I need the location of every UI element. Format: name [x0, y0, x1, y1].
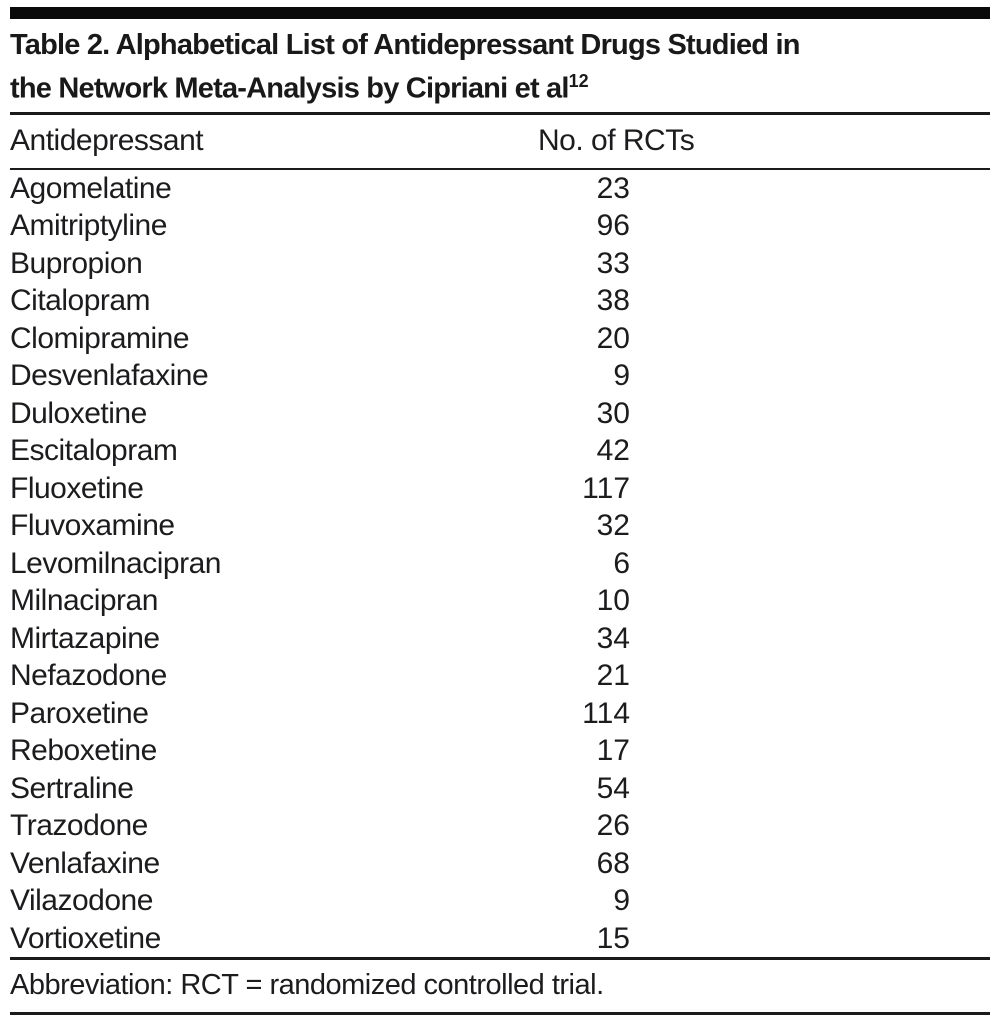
- table-row: Citalopram 38: [10, 282, 990, 320]
- table-row: Desvenlafaxine 9: [10, 357, 990, 395]
- table-title-line2: the Network Meta-Analysis by Cipriani et…: [10, 63, 990, 107]
- drug-name-cell: Sertraline: [10, 771, 134, 805]
- rct-count-cell: 117: [582, 471, 630, 505]
- drug-name-cell: Clomipramine: [10, 321, 190, 355]
- row-filler: [630, 507, 990, 545]
- drug-name-cell: Paroxetine: [10, 696, 149, 730]
- row-filler: [630, 732, 990, 770]
- rct-count-cell: 34: [596, 621, 630, 655]
- row-filler: [630, 545, 990, 583]
- row-filler: [630, 357, 990, 395]
- table-row: Clomipramine 20: [10, 320, 990, 358]
- drug-name-cell: Mirtazapine: [10, 621, 160, 655]
- column-header-no-of-rcts: No. of RCTs: [538, 123, 695, 157]
- row-filler: [630, 657, 990, 695]
- rct-count-cell: 9: [613, 359, 630, 393]
- drug-name-cell: Escitalopram: [10, 434, 178, 468]
- table-row: Levomilnacipran 6: [10, 545, 990, 583]
- drug-name-cell: Venlafaxine: [10, 846, 160, 880]
- row-filler: [630, 882, 990, 920]
- abbreviation-footnote: Abbreviation: RCT = randomized controlle…: [10, 969, 604, 1002]
- rct-count-cell: 6: [613, 546, 630, 580]
- table-row: Sertraline 54: [10, 770, 990, 808]
- table-row: Duloxetine 30: [10, 395, 990, 433]
- drug-name-cell: Vilazodone: [10, 884, 153, 918]
- table-title-line1: Table 2. Alphabetical List of Antidepres…: [10, 29, 800, 61]
- table-row: Milnacipran 10: [10, 582, 990, 620]
- rct-count-cell: 9: [613, 884, 630, 918]
- row-filler: [630, 245, 990, 283]
- drug-name-cell: Agomelatine: [10, 171, 172, 205]
- rct-count-cell: 21: [596, 659, 630, 693]
- row-filler: [630, 845, 990, 883]
- table-row: Mirtazapine 34: [10, 620, 990, 658]
- drug-name-cell: Desvenlafaxine: [10, 359, 209, 393]
- drug-name-cell: Bupropion: [10, 246, 143, 280]
- rct-count-cell: 54: [596, 771, 630, 805]
- table-row: Reboxetine 17: [10, 732, 990, 770]
- row-filler: [630, 807, 990, 845]
- drug-name-cell: Fluoxetine: [10, 471, 144, 505]
- drug-name-cell: Vortioxetine: [10, 921, 161, 955]
- drug-name-cell: Trazodone: [10, 809, 148, 843]
- table-row: Fluvoxamine 32: [10, 507, 990, 545]
- table-row: Trazodone 26: [10, 807, 990, 845]
- table-row: Agomelatine 23: [10, 170, 990, 208]
- rct-count-cell: 23: [596, 171, 630, 205]
- rct-count-cell: 114: [582, 696, 630, 730]
- row-filler: [630, 395, 990, 433]
- rct-count-cell: 38: [596, 284, 630, 318]
- table-title: Table 2. Alphabetical List of Antidepres…: [10, 19, 990, 112]
- table-row: Escitalopram 42: [10, 432, 990, 470]
- rct-count-cell: 10: [596, 584, 630, 618]
- rct-count-cell: 96: [596, 209, 630, 243]
- column-header-antidepressant: Antidepressant: [10, 123, 204, 157]
- rct-count-cell: 26: [596, 809, 630, 843]
- drug-name-cell: Duloxetine: [10, 396, 147, 430]
- drug-name-cell: Fluvoxamine: [10, 509, 175, 543]
- reference-superscript: 12: [568, 71, 589, 91]
- rct-count-cell: 15: [596, 921, 630, 955]
- drug-name-cell: Levomilnacipran: [10, 546, 221, 580]
- table-row: Paroxetine 114: [10, 695, 990, 733]
- rct-count-cell: 42: [596, 434, 630, 468]
- row-filler: [630, 920, 990, 958]
- table-row: Nefazodone 21: [10, 657, 990, 695]
- row-filler: [630, 170, 990, 208]
- rct-count-cell: 68: [596, 846, 630, 880]
- table-title-line2-text: the Network Meta-Analysis by Cipriani et…: [10, 72, 569, 105]
- table-2-panel: Table 2. Alphabetical List of Antidepres…: [0, 7, 998, 1015]
- table-row: Fluoxetine 117: [10, 470, 990, 508]
- rct-count-cell: 17: [596, 734, 630, 768]
- rule-above-footnote: [10, 957, 990, 961]
- table-row: Vortioxetine 15: [10, 920, 990, 958]
- row-filler: [630, 582, 990, 620]
- rule-below-header: [10, 167, 990, 170]
- rule-below-title: [10, 111, 990, 115]
- row-filler: [630, 432, 990, 470]
- drug-name-cell: Amitriptyline: [10, 209, 167, 243]
- table-row: Venlafaxine 68: [10, 845, 990, 883]
- row-filler: [630, 620, 990, 658]
- row-filler: [630, 770, 990, 808]
- drug-name-cell: Milnacipran: [10, 584, 158, 618]
- rct-count-cell: 32: [596, 509, 630, 543]
- table-row: Bupropion 33: [10, 245, 990, 283]
- table-top-accent-bar: [10, 7, 990, 19]
- rct-count-cell: 20: [596, 321, 630, 355]
- row-filler: [630, 282, 990, 320]
- drug-name-cell: Nefazodone: [10, 659, 167, 693]
- row-filler: [630, 320, 990, 358]
- drug-name-cell: Citalopram: [10, 284, 151, 318]
- table-row: Vilazodone 9: [10, 882, 990, 920]
- table-rows: Agomelatine 23 Amitriptyline 96 Bupropion 33 C…: [10, 170, 990, 958]
- drug-name-cell: Reboxetine: [10, 734, 157, 768]
- row-filler: [630, 470, 990, 508]
- table-row: Amitriptyline 96: [10, 207, 990, 245]
- rct-count-cell: 30: [596, 396, 630, 430]
- rct-count-cell: 33: [596, 246, 630, 280]
- row-filler: [630, 695, 990, 733]
- row-filler: [630, 207, 990, 245]
- column-header-row: Antidepressant No. of RCTs: [10, 115, 990, 168]
